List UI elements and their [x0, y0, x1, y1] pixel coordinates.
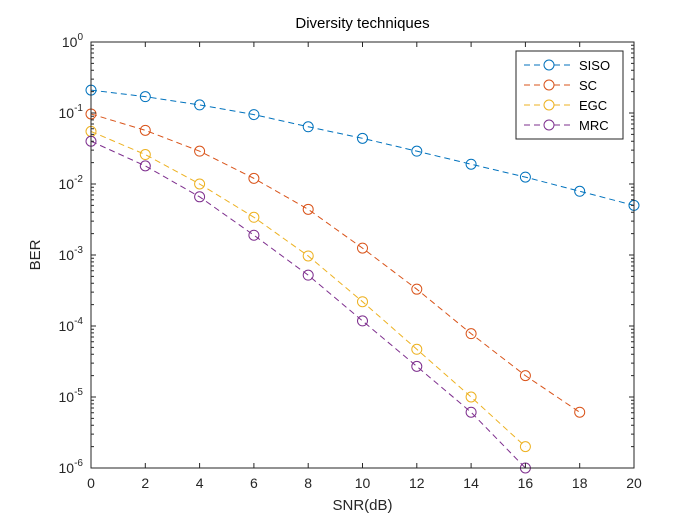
legend-label-mrc: MRC	[579, 118, 609, 133]
data-point-sc	[139, 124, 151, 136]
y-tick-label: 10-4	[59, 316, 84, 334]
y-tick-label-exponent: -6	[74, 458, 83, 469]
data-point-siso	[465, 158, 477, 170]
chart-title: Diversity techniques	[295, 15, 429, 32]
data-point-sc	[194, 145, 206, 157]
legend-item-siso: SISO	[524, 58, 610, 73]
data-point-siso	[357, 132, 368, 144]
series-line-egc	[90, 130, 526, 447]
legend-marker-mrc	[543, 119, 555, 131]
data-point-siso	[302, 121, 314, 133]
y-tick-label: 10-1	[59, 103, 84, 121]
data-point-egc	[357, 296, 368, 308]
data-point-mrc	[465, 406, 477, 418]
data-point-siso	[248, 109, 260, 121]
y-tick-label-exponent: -2	[74, 174, 83, 185]
x-tick-label: 14	[463, 475, 479, 491]
legend-label-egc: EGC	[579, 98, 607, 113]
y-tick-label: 100	[62, 32, 84, 50]
data-point-siso	[139, 91, 151, 103]
series-sc	[85, 108, 586, 418]
y-tick-label-base: 10	[59, 176, 75, 192]
data-point-sc	[248, 172, 260, 184]
y-tick-label: 10-6	[59, 458, 84, 476]
legend-label-siso: SISO	[579, 58, 610, 73]
legend: SISO SC EGC MRC	[515, 50, 624, 140]
y-tick-label: 10-3	[59, 245, 84, 263]
data-point-sc	[465, 328, 477, 340]
data-point-sc	[357, 242, 368, 254]
series-line-mrc	[90, 140, 526, 469]
y-tick-label-base: 10	[59, 105, 75, 121]
data-point-egc	[302, 250, 314, 262]
y-tick-label-exponent: -5	[74, 387, 83, 398]
data-point-mrc	[194, 191, 206, 203]
y-tick-label-base: 10	[59, 247, 75, 263]
legend-marker-siso	[543, 59, 555, 71]
x-tick-label: 6	[250, 475, 258, 491]
legend-box	[515, 50, 624, 140]
x-tick-label: 16	[518, 475, 534, 491]
y-tick-label-base: 10	[62, 34, 78, 50]
ticks-layer	[90, 41, 635, 469]
series-line-siso	[90, 89, 635, 206]
data-point-egc	[411, 343, 423, 355]
data-point-egc	[519, 441, 531, 453]
y-tick-label-base: 10	[59, 318, 75, 334]
y-tick-label-base: 10	[59, 389, 75, 405]
data-point-egc	[465, 391, 477, 403]
x-tick-label: 12	[409, 475, 425, 491]
data-point-mrc	[248, 229, 260, 241]
y-tick-label-base: 10	[59, 460, 75, 476]
y-tick-label-exponent: -1	[74, 103, 83, 114]
y-tick-label-exponent: -4	[74, 316, 83, 327]
data-point-mrc	[302, 269, 314, 281]
data-point-sc	[519, 370, 531, 382]
data-point-egc	[248, 211, 260, 223]
legend-item-sc: SC	[524, 78, 597, 93]
y-tick-label-exponent: 0	[77, 32, 83, 43]
data-point-sc	[574, 406, 586, 418]
data-point-sc	[302, 203, 314, 215]
data-point-mrc	[357, 315, 368, 327]
data-point-egc	[194, 178, 206, 190]
data-point-siso	[574, 185, 586, 197]
y-tick-label-exponent: -3	[74, 245, 83, 256]
legend-marker-egc	[543, 99, 555, 111]
x-tick-labels: 0 2 4 6 8 10 12 14 16 18 20	[87, 475, 642, 491]
legend-marker-sc	[543, 79, 555, 91]
y-axis-title: BER	[27, 239, 44, 270]
series-egc	[85, 125, 531, 453]
legend-item-mrc: MRC	[524, 118, 609, 133]
series-line-sc	[90, 113, 580, 413]
x-axis-title: SNR(dB)	[332, 497, 392, 514]
data-point-mrc	[139, 160, 151, 172]
x-tick-label: 8	[304, 475, 312, 491]
legend-label-sc: SC	[579, 78, 597, 93]
x-tick-label: 0	[87, 475, 95, 491]
data-point-egc	[139, 149, 151, 161]
x-tick-label: 10	[355, 475, 371, 491]
x-tick-label: 4	[196, 475, 204, 491]
data-point-siso	[411, 145, 423, 157]
x-tick-label: 18	[572, 475, 588, 491]
y-tick-label: 10-5	[59, 387, 84, 405]
legend-item-egc: EGC	[524, 98, 607, 113]
data-point-siso	[194, 99, 206, 111]
data-point-siso	[519, 171, 531, 183]
data-point-mrc	[411, 360, 423, 372]
data-point-sc	[411, 283, 423, 295]
x-tick-label: 2	[141, 475, 149, 491]
series-siso	[85, 84, 640, 211]
y-tick-label: 10-2	[59, 174, 84, 192]
x-tick-label: 20	[626, 475, 642, 491]
